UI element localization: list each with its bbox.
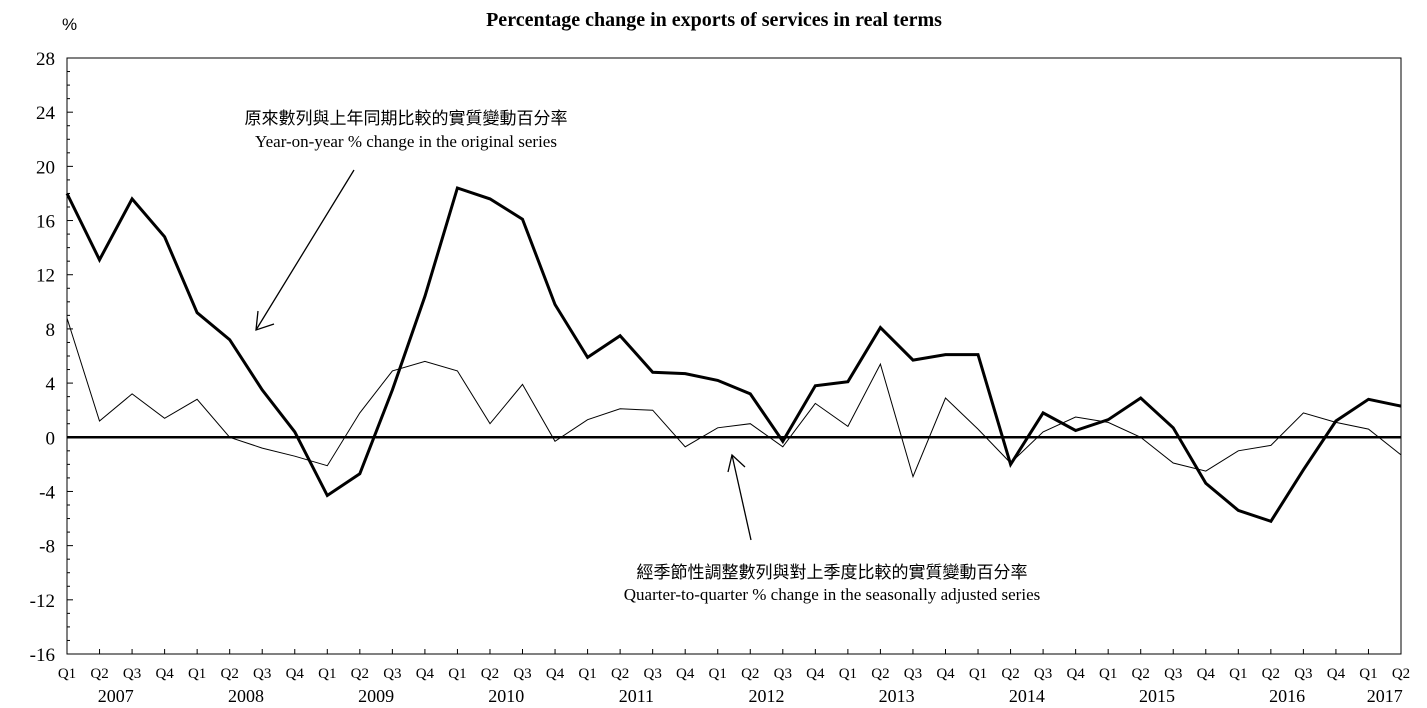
x-tick-label-quarter: Q4 bbox=[936, 666, 955, 682]
x-axis: Q1 Q2 Q3 Q4 Q1 Q2 Q3 Q4 Q1 Q2 Q3 Q4 Q1 Q2 Q3 Q4 Q1 Q2 Q3 Q4… bbox=[58, 649, 1410, 706]
x-tick-label-year: 2014 bbox=[1009, 686, 1045, 706]
x-tick-label-quarter: Q4 bbox=[155, 666, 174, 682]
x-tick-label-quarter: Q3 bbox=[123, 666, 141, 682]
x-tick-label-quarter: Q2 bbox=[741, 666, 759, 682]
x-tick-label-quarter: Q1 bbox=[448, 666, 466, 682]
x-tick-label-quarter: Q2 bbox=[1001, 666, 1019, 682]
chart-title: Percentage change in exports of services… bbox=[486, 9, 942, 31]
y-tick-label: 16 bbox=[36, 212, 55, 233]
series-line-year-on-year bbox=[65, 186, 1402, 524]
x-tick-label-quarter: Q2 bbox=[1392, 666, 1410, 682]
y-tick-label: -16 bbox=[30, 645, 55, 666]
x-tick-label-quarter: Q3 bbox=[253, 666, 271, 682]
y-tick-label: 8 bbox=[46, 320, 56, 341]
x-tick-label-quarter: Q3 bbox=[1294, 666, 1312, 682]
x-tick-label-quarter: Q2 bbox=[1262, 666, 1280, 682]
x-tick-label-quarter: Q1 bbox=[1229, 666, 1247, 682]
y-tick-label: -8 bbox=[39, 537, 55, 558]
x-tick-label-quarter: Q4 bbox=[416, 666, 435, 682]
x-tick-label-quarter: Q2 bbox=[1132, 666, 1150, 682]
series-points-year-on-year bbox=[67, 188, 1401, 521]
x-tick-label-quarter: Q2 bbox=[221, 666, 239, 682]
qoq-annotation-chinese: 經季節性調整數列與對上季度比較的實質變動百分率 bbox=[637, 563, 1028, 583]
qoq-annotation-english: Quarter-to-quarter % change in the seaso… bbox=[624, 585, 1040, 604]
x-tick-label-quarter: Q2 bbox=[351, 666, 369, 682]
y-axis: 28 24 20 16 12 8 4 0 -4 -8 -12 -16 bbox=[30, 49, 73, 666]
x-tick-label-year: 2010 bbox=[488, 686, 524, 706]
x-tick-label-quarter: Q2 bbox=[481, 666, 499, 682]
x-tick-label-year: 2011 bbox=[619, 686, 654, 706]
x-tick-label-quarter: Q3 bbox=[643, 666, 661, 682]
yoy-annotation-arrow bbox=[255, 169, 355, 331]
x-tick-label-quarter: Q1 bbox=[58, 666, 76, 682]
x-tick-label-quarter: Q3 bbox=[774, 666, 792, 682]
y-tick-label: 28 bbox=[36, 49, 55, 70]
x-tick-label-year: 2017 bbox=[1367, 686, 1403, 706]
x-tick-label-quarter: Q2 bbox=[871, 666, 889, 682]
x-tick-label-quarter: Q4 bbox=[286, 666, 305, 682]
y-tick-label: 12 bbox=[36, 266, 55, 287]
y-tick-label: -4 bbox=[39, 482, 55, 503]
y-tick-label: 4 bbox=[46, 374, 56, 395]
y-tick-label: 20 bbox=[36, 157, 55, 178]
x-tick-label-quarter: Q1 bbox=[839, 666, 857, 682]
y-tick-label: -12 bbox=[30, 591, 55, 612]
x-tick-label-year: 2012 bbox=[749, 686, 785, 706]
x-tick-label-quarter: Q1 bbox=[1359, 666, 1377, 682]
qoq-annotation-arrow bbox=[727, 453, 752, 541]
x-tick-label-year: 2009 bbox=[358, 686, 394, 706]
x-tick-label-year: 2008 bbox=[228, 686, 264, 706]
x-tick-label-year: 2015 bbox=[1139, 686, 1175, 706]
x-tick-label-year: 2007 bbox=[98, 686, 134, 706]
x-tick-label-quarter: Q1 bbox=[969, 666, 987, 682]
x-tick-label-quarter: Q3 bbox=[383, 666, 401, 682]
x-tick-label-year: 2013 bbox=[879, 686, 915, 706]
x-tick-label-quarter: Q4 bbox=[806, 666, 825, 682]
x-tick-label-quarter: Q4 bbox=[1066, 666, 1085, 682]
x-tick-label-quarter: Q1 bbox=[188, 666, 206, 682]
x-tick-label-quarter: Q1 bbox=[709, 666, 727, 682]
x-tick-label-quarter: Q4 bbox=[546, 666, 565, 682]
x-tick-label-quarter: Q1 bbox=[1099, 666, 1117, 682]
y-axis-unit-label: % bbox=[62, 15, 77, 34]
x-tick-label-quarter: Q1 bbox=[318, 666, 336, 682]
yoy-annotation-chinese: 原來數列與上年同期比較的實質變動百分率 bbox=[245, 109, 568, 129]
x-tick-label-year: 2016 bbox=[1269, 686, 1305, 706]
yoy-annotation-english: Year-on-year % change in the original se… bbox=[255, 132, 557, 151]
x-tick-label-quarter: Q3 bbox=[904, 666, 922, 682]
x-tick-label-quarter: Q3 bbox=[1164, 666, 1182, 682]
x-tick-label-quarter: Q3 bbox=[1034, 666, 1052, 682]
x-tick-label-quarter: Q2 bbox=[611, 666, 629, 682]
y-tick-label: 24 bbox=[36, 103, 56, 124]
x-tick-label-quarter: Q2 bbox=[90, 666, 108, 682]
x-tick-label-quarter: Q1 bbox=[578, 666, 596, 682]
series-line-quarter-to-quarter bbox=[66, 317, 1402, 479]
x-tick-label-quarter: Q3 bbox=[513, 666, 531, 682]
x-tick-label-quarter: Q4 bbox=[676, 666, 695, 682]
x-tick-label-quarter: Q4 bbox=[1197, 666, 1216, 682]
y-tick-label: 0 bbox=[46, 428, 56, 449]
x-tick-label-quarter: Q4 bbox=[1327, 666, 1346, 682]
